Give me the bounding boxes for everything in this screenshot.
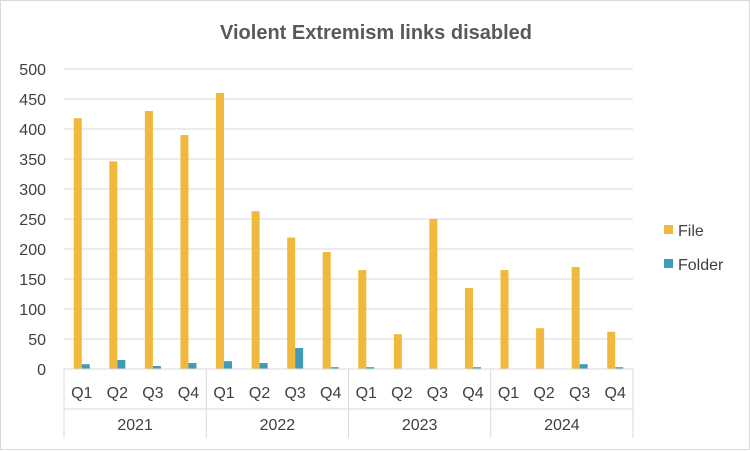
- x-tick-label: Q2: [107, 385, 128, 402]
- bar-file: [464, 288, 473, 369]
- x-group-label: 2024: [544, 417, 580, 434]
- bar-file: [322, 252, 331, 369]
- legend-swatch-folder: [664, 259, 673, 268]
- bar-file: [109, 161, 118, 369]
- y-tick-label: 200: [19, 242, 46, 259]
- bar-folder: [152, 366, 161, 369]
- bar-file: [500, 270, 509, 369]
- y-tick-label: 450: [19, 92, 46, 109]
- bar-folder: [117, 360, 126, 369]
- y-tick-label: 300: [19, 182, 46, 199]
- bar-folder: [579, 364, 588, 369]
- y-tick-label: 50: [28, 332, 46, 349]
- bar-folder: [295, 348, 304, 369]
- y-axis-tick-labels: 0 50 100 150 200 250 300 350 400 450 500: [19, 62, 46, 379]
- y-tick-label: 150: [19, 272, 46, 289]
- bar-file: [536, 328, 545, 369]
- x-tick-label: Q4: [178, 385, 199, 402]
- bar-file: [393, 334, 402, 369]
- bar-file: [180, 135, 189, 369]
- x-group-label: 2022: [260, 417, 296, 434]
- bar-file: [571, 267, 580, 369]
- gridlines: [64, 68, 633, 370]
- x-tick-label: Q4: [605, 385, 626, 402]
- x-tick-label: Q2: [533, 385, 554, 402]
- x-tick-label: Q4: [462, 385, 483, 402]
- y-tick-label: 500: [19, 62, 46, 79]
- legend-label-folder: Folder: [678, 257, 724, 274]
- bar-folder: [81, 364, 90, 369]
- x-tick-label: Q3: [427, 385, 448, 402]
- x-tick-label: Q2: [391, 385, 412, 402]
- x-tick-label: Q1: [498, 385, 519, 402]
- chart-title: Violent Extremism links disabled: [220, 22, 532, 44]
- legend: File Folder: [664, 223, 724, 274]
- bar-folder: [224, 361, 233, 369]
- x-tick-label: Q3: [284, 385, 305, 402]
- bar-file: [429, 219, 438, 369]
- bar-file: [144, 111, 153, 369]
- x-tick-label: Q1: [213, 385, 234, 402]
- x-tick-label: Q3: [569, 385, 590, 402]
- bar-file: [607, 331, 616, 369]
- x-tick-label: Q2: [249, 385, 270, 402]
- x-group-label: 2021: [117, 417, 153, 434]
- bar-folder: [615, 367, 624, 369]
- x-tick-label: Q1: [356, 385, 377, 402]
- y-tick-label: 400: [19, 122, 46, 139]
- bar-folder: [259, 363, 268, 369]
- x-axis: Q1 Q2 Q3 Q4 Q1 Q2 Q3 Q4 Q1 Q2 Q3 Q4 Q1 Q2 Q3 Q4 2021 2022…: [63, 368, 634, 438]
- bar-file: [251, 211, 260, 369]
- bar-file: [216, 93, 225, 369]
- legend-label-file: File: [678, 223, 704, 240]
- bar-file: [358, 270, 367, 369]
- bar-file: [287, 237, 296, 369]
- bar-file: [73, 118, 82, 369]
- bars: [73, 93, 624, 369]
- y-tick-label: 100: [19, 302, 46, 319]
- y-tick-label: 0: [37, 362, 46, 379]
- x-group-label: 2023: [402, 417, 438, 434]
- y-tick-label: 350: [19, 152, 46, 169]
- x-tick-label: Q1: [71, 385, 92, 402]
- bar-folder: [188, 363, 197, 369]
- legend-swatch-file: [664, 225, 673, 234]
- x-tick-label: Q4: [320, 385, 341, 402]
- x-tick-label: Q3: [142, 385, 163, 402]
- bar-folder: [366, 367, 375, 369]
- bar-folder: [330, 367, 339, 369]
- y-tick-label: 250: [19, 212, 46, 229]
- bar-folder: [472, 367, 481, 369]
